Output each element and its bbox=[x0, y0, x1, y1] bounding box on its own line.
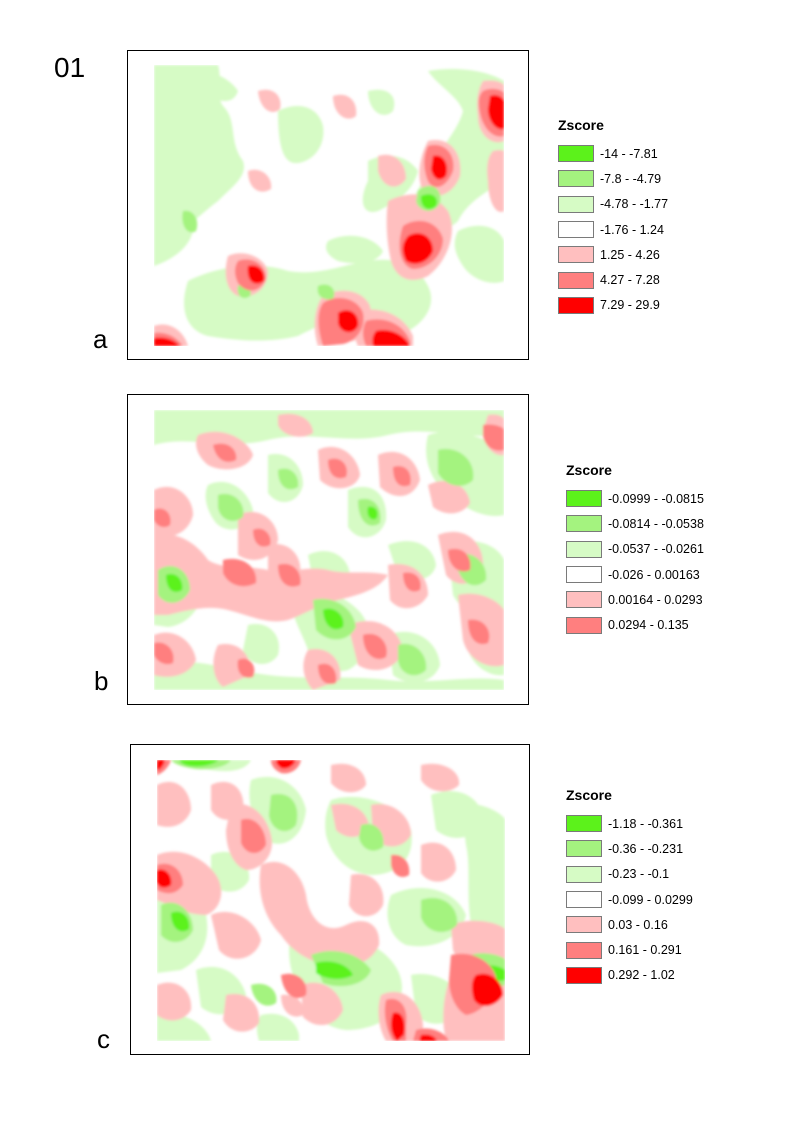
legend-label: -7.8 - -4.79 bbox=[600, 171, 662, 186]
zscore-surface-map-b bbox=[154, 410, 504, 690]
legend-title: Zscore bbox=[566, 462, 612, 478]
legend-item: 1.25 - 4.26 bbox=[558, 242, 668, 267]
legend-label: 0.00164 - 0.0293 bbox=[608, 592, 703, 607]
legend-swatch bbox=[566, 966, 602, 984]
legend-swatch bbox=[566, 591, 602, 609]
legend-item: -4.78 - -1.77 bbox=[558, 192, 668, 217]
legend-title: Zscore bbox=[558, 117, 604, 133]
legend-item: 0.0294 - 0.135 bbox=[566, 612, 704, 637]
legend-swatch bbox=[566, 840, 602, 858]
legend-swatch bbox=[566, 916, 602, 934]
legend-items: -0.0999 - -0.0815 -0.0814 - -0.0538 -0.053… bbox=[566, 486, 704, 638]
page-label: 01 bbox=[54, 52, 86, 83]
legend-item: 7.29 - 29.9 bbox=[558, 293, 668, 318]
legend-item: -0.36 - -0.231 bbox=[566, 836, 693, 861]
legend-label: -14 - -7.81 bbox=[600, 146, 658, 161]
legend-swatch bbox=[566, 941, 602, 959]
legend-swatch bbox=[558, 221, 594, 239]
legend-label: 4.27 - 7.28 bbox=[600, 273, 660, 288]
legend-swatch bbox=[566, 616, 602, 634]
legend-items: -14 - -7.81 -7.8 - -4.79 -4.78 - -1.77 -1.7… bbox=[558, 141, 668, 318]
legend-label: -0.0814 - -0.0538 bbox=[608, 516, 704, 531]
legend-b: Zscore -0.0999 - -0.0815 -0.0814 - -0.053… bbox=[566, 462, 704, 638]
legend-swatch bbox=[566, 490, 602, 508]
legend-label: 0.0294 - 0.135 bbox=[608, 618, 689, 633]
legend-swatch bbox=[566, 891, 602, 909]
legend-label: -0.026 - 0.00163 bbox=[608, 567, 700, 582]
legend-label: -1.76 - 1.24 bbox=[600, 222, 664, 237]
legend-label: -1.18 - -0.361 bbox=[608, 816, 684, 831]
legend-swatch bbox=[558, 170, 594, 188]
legend-label: 7.29 - 29.9 bbox=[600, 298, 660, 313]
legend-title: Zscore bbox=[566, 787, 612, 803]
legend-label: -0.0537 - -0.0261 bbox=[608, 542, 704, 557]
legend-item: -0.23 - -0.1 bbox=[566, 862, 693, 887]
panel-letter-b: b bbox=[94, 666, 109, 696]
legend-item: -1.18 - -0.361 bbox=[566, 811, 693, 836]
legend-item: -14 - -7.81 bbox=[558, 141, 668, 166]
legend-item: -0.099 - 0.0299 bbox=[566, 887, 693, 912]
legend-swatch bbox=[566, 540, 602, 558]
legend-swatch bbox=[558, 246, 594, 264]
legend-label: -0.36 - -0.231 bbox=[608, 841, 684, 856]
map-frame-b bbox=[127, 394, 529, 705]
zscore-surface-map-c bbox=[157, 760, 505, 1041]
legend-swatch bbox=[558, 271, 594, 289]
legend-label: 0.03 - 0.16 bbox=[608, 917, 668, 932]
legend-swatch bbox=[566, 815, 602, 833]
legend-swatch bbox=[566, 566, 602, 584]
legend-item: -0.0999 - -0.0815 bbox=[566, 486, 704, 511]
legend-label: 0.161 - 0.291 bbox=[608, 943, 682, 958]
legend-item: 0.03 - 0.16 bbox=[566, 912, 693, 937]
legend-item: -1.76 - 1.24 bbox=[558, 217, 668, 242]
legend-item: 0.161 - 0.291 bbox=[566, 937, 693, 962]
panel-letter-c: c bbox=[97, 1024, 110, 1054]
legend-label: -4.78 - -1.77 bbox=[600, 197, 669, 212]
legend-label: 0.292 - 1.02 bbox=[608, 968, 675, 983]
panel-letter-a: a bbox=[93, 324, 108, 354]
legend-swatch bbox=[566, 865, 602, 883]
legend-label: -0.099 - 0.0299 bbox=[608, 892, 693, 907]
legend-c: Zscore -1.18 - -0.361 -0.36 - -0.231 -0.23… bbox=[566, 787, 693, 988]
legend-item: 0.00164 - 0.0293 bbox=[566, 587, 704, 612]
legend-item: -7.8 - -4.79 bbox=[558, 166, 668, 191]
legend-label: 1.25 - 4.26 bbox=[600, 247, 660, 262]
legend-item: -0.0814 - -0.0538 bbox=[566, 511, 704, 536]
legend-label: -0.0999 - -0.0815 bbox=[608, 491, 704, 506]
legend-items: -1.18 - -0.361 -0.36 - -0.231 -0.23 - -0.1… bbox=[566, 811, 693, 988]
legend-label: -0.23 - -0.1 bbox=[608, 867, 670, 882]
legend-swatch bbox=[566, 515, 602, 533]
legend-a: Zscore -14 - -7.81 -7.8 - -4.79 -4.78 - -1… bbox=[558, 117, 668, 318]
legend-item: -0.0537 - -0.0261 bbox=[566, 537, 704, 562]
legend-swatch bbox=[558, 195, 594, 213]
legend-item: 4.27 - 7.28 bbox=[558, 267, 668, 292]
map-frame-a bbox=[127, 50, 529, 360]
map-frame-c bbox=[130, 744, 530, 1055]
legend-item: 0.292 - 1.02 bbox=[566, 963, 693, 988]
legend-item: -0.026 - 0.00163 bbox=[566, 562, 704, 587]
zscore-surface-map-a bbox=[154, 65, 504, 346]
legend-swatch bbox=[558, 145, 594, 163]
legend-swatch bbox=[558, 296, 594, 314]
